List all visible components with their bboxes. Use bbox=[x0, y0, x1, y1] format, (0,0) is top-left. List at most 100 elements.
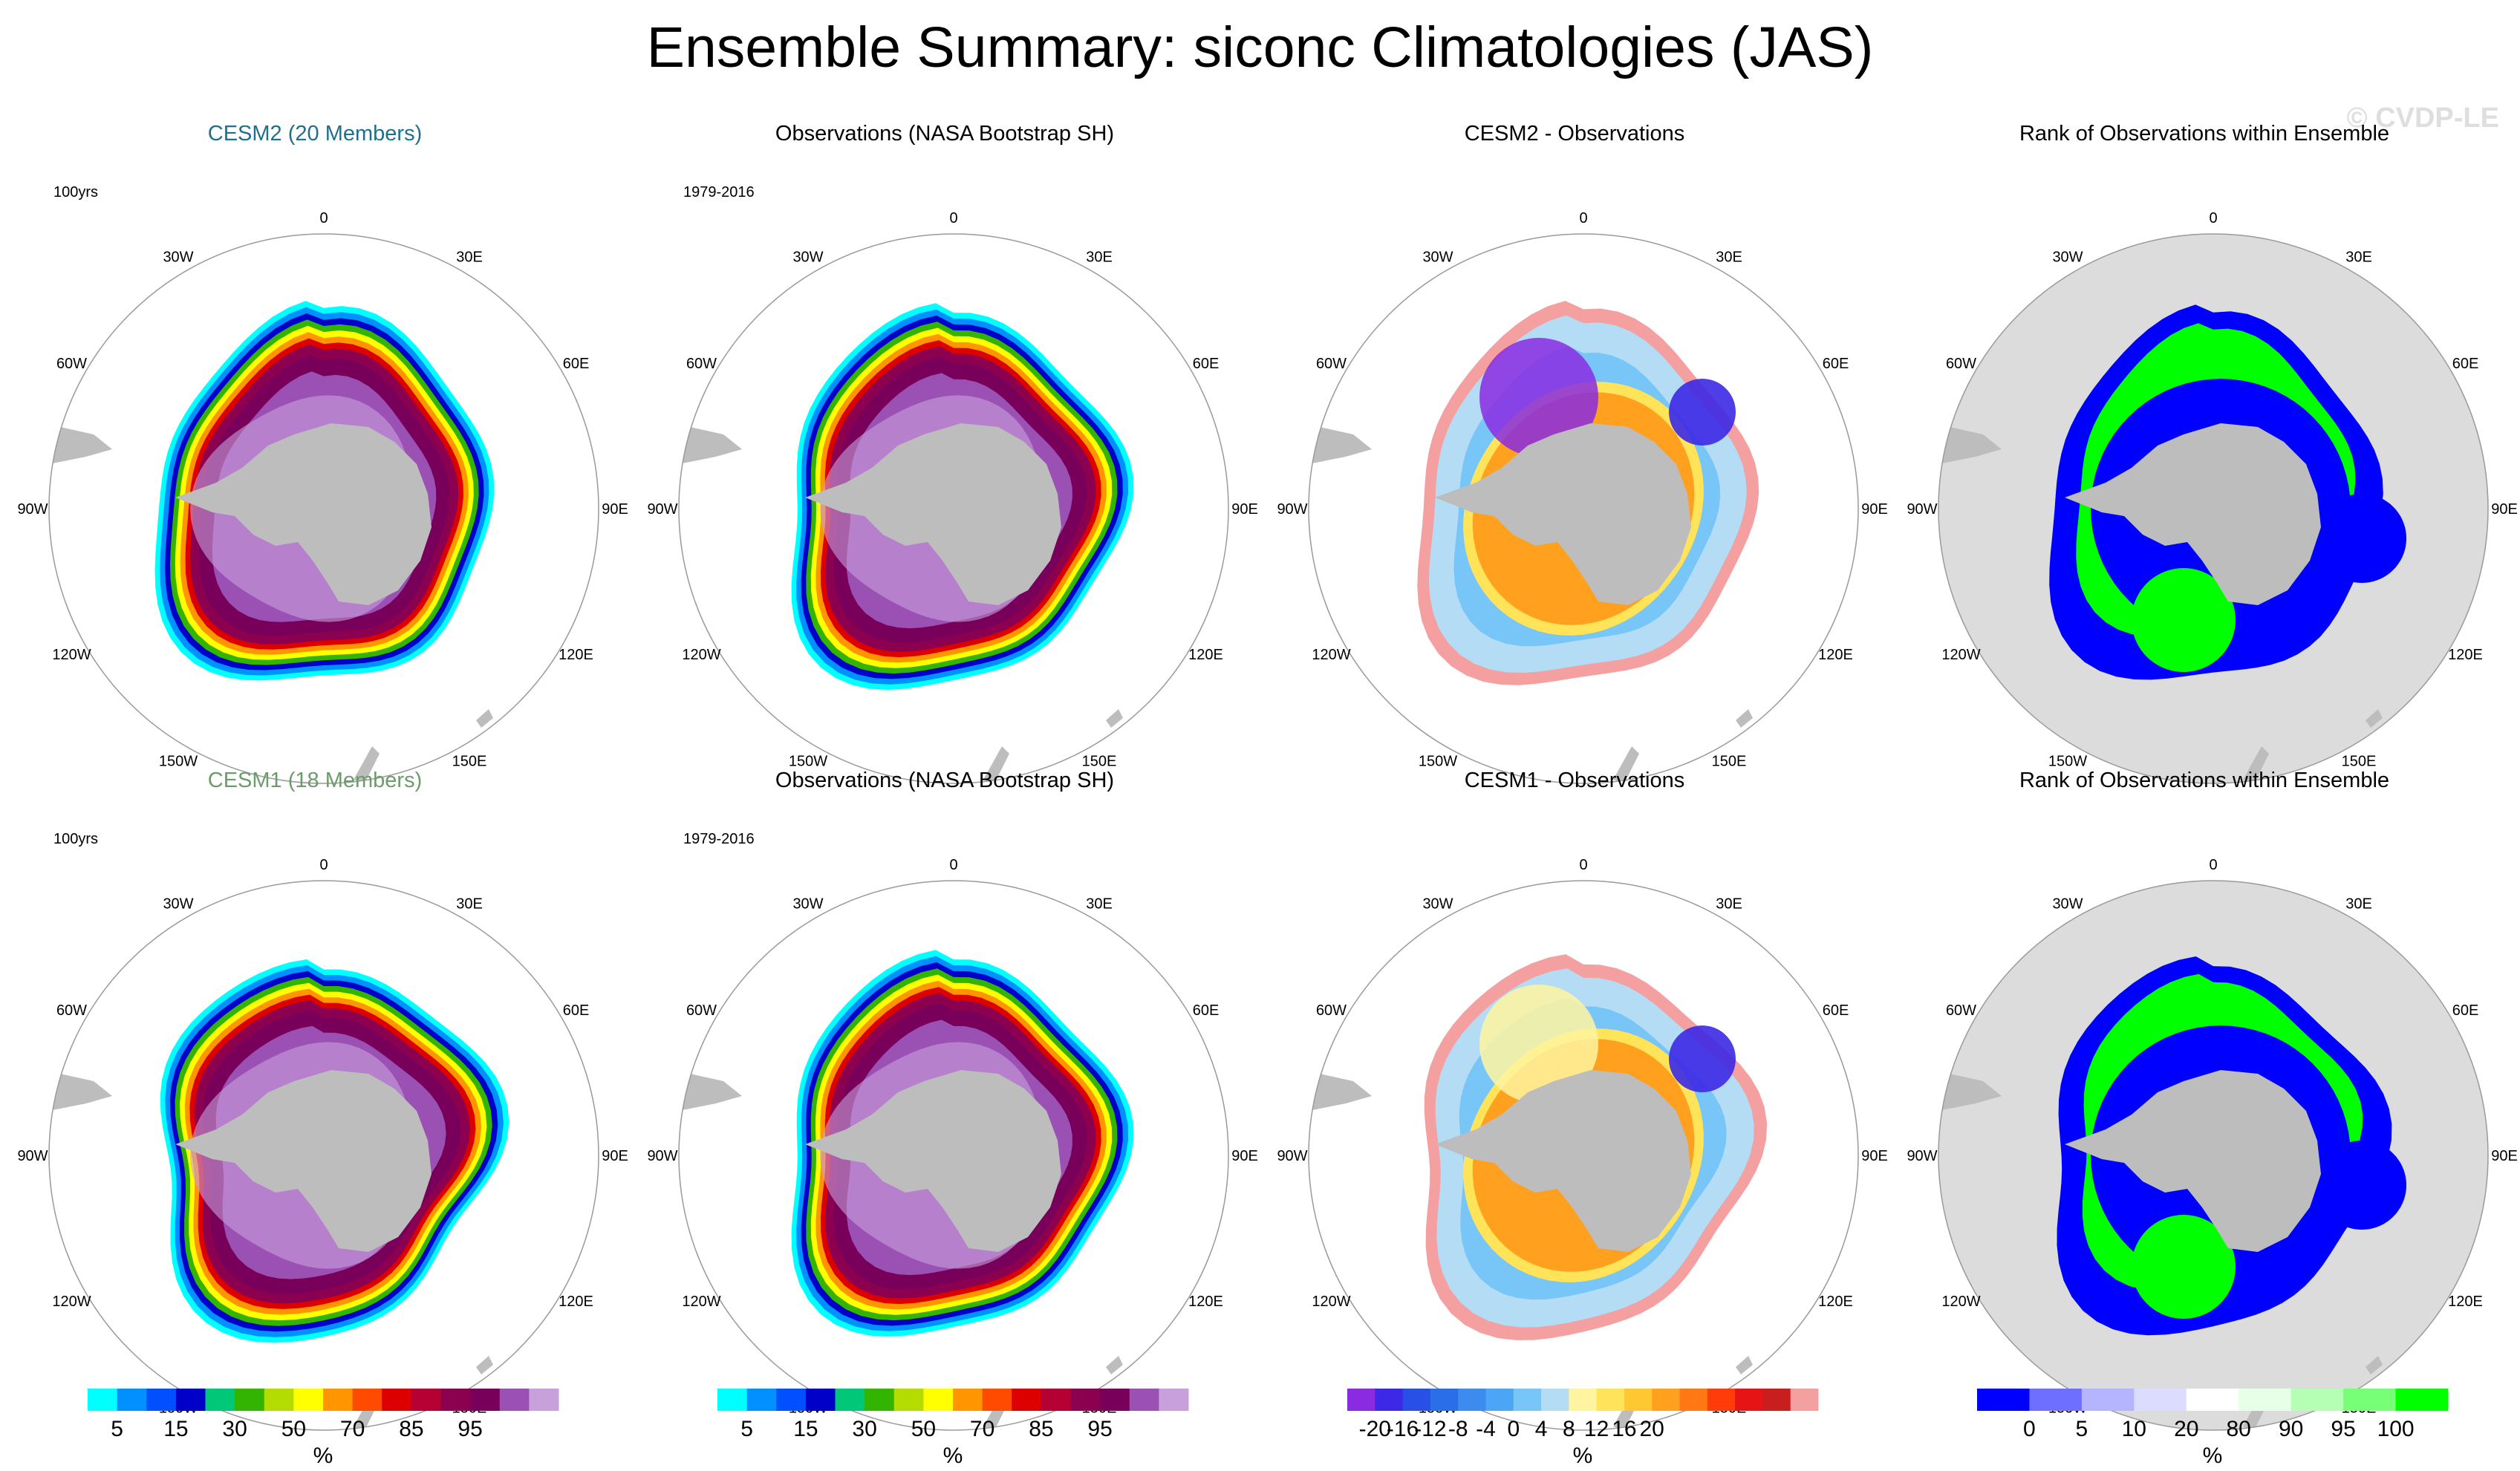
panel-title: CESM2 - Observations bbox=[1464, 122, 1685, 146]
longitude-label: 120W bbox=[52, 647, 91, 663]
colorbar-unit: % bbox=[2203, 1444, 2223, 1468]
map-boundary bbox=[1308, 233, 1859, 784]
period-label: 1979-2016 bbox=[683, 831, 755, 847]
longitude-label: 150W bbox=[789, 754, 827, 770]
panel-rank-cesm2: Rank of Observations within Ensemble 0 30… bbox=[1889, 119, 2519, 787]
colorbar-tick-label: 0 bbox=[1507, 1417, 1520, 1441]
colorbar-tick-label: -12 bbox=[1414, 1417, 1446, 1441]
longitude-label: 150E bbox=[452, 754, 487, 770]
longitude-label: 0 bbox=[319, 857, 328, 873]
longitude-label: 90E bbox=[2491, 501, 2518, 518]
colorbar-swatch bbox=[1458, 1389, 1486, 1411]
polar-map: 030E60E90E120E150E180150W120W90W60W30W bbox=[17, 857, 628, 1431]
colorbar-swatch bbox=[440, 1389, 471, 1411]
longitude-label: 120E bbox=[559, 1294, 593, 1310]
colorbar-swatch bbox=[1735, 1389, 1763, 1411]
longitude-label: 120E bbox=[2448, 1294, 2483, 1310]
panel-cesm2-minus-obs: CESM2 - Observations 0 30E 60E 90E 120E 150E 1… bbox=[1260, 119, 1889, 787]
longitude-label: 30W bbox=[792, 896, 823, 913]
longitude-label: 60E bbox=[1193, 1002, 1220, 1019]
longitude-label: 90W bbox=[647, 1148, 677, 1164]
colorbar-tick-label: 50 bbox=[911, 1417, 936, 1441]
polar-map: 030E60E90E120E150E180150W120W90W60W30W bbox=[1907, 210, 2518, 784]
longitude-label: 0 bbox=[1579, 857, 1587, 873]
colorbar-swatch bbox=[1762, 1389, 1791, 1411]
colorbar-tick-label: 4 bbox=[1535, 1417, 1548, 1441]
colorbar-swatch bbox=[205, 1389, 235, 1411]
polar-map: 030E60E90E120E150E180150W120W90W60W30W bbox=[1907, 857, 2518, 1431]
polar-map: 030E60E90E120E150E180150W120W90W60W30W bbox=[1277, 857, 1888, 1431]
longitude-label: 30W bbox=[1422, 249, 1453, 266]
longitude-label: 30E bbox=[2345, 896, 2372, 913]
longitude-label: 150E bbox=[2342, 754, 2377, 770]
longitude-label: 90E bbox=[1231, 1148, 1258, 1164]
colorbar-graphic: -20-16-12 -8 -4 0 4 8 12 16 20% bbox=[1347, 1389, 1819, 1468]
polar-map: 030E60E90E120E150E180150W120W90W60W30W bbox=[647, 857, 1258, 1431]
longitude-label: 90W bbox=[647, 501, 677, 518]
colorbar-swatch bbox=[117, 1389, 147, 1411]
longitude-label: 60E bbox=[563, 1002, 590, 1019]
colorbar-tick-label: -4 bbox=[1476, 1417, 1496, 1441]
colorbar-swatch bbox=[499, 1389, 530, 1411]
map-boundary bbox=[678, 880, 1229, 1431]
longitude-label: 90E bbox=[1861, 501, 1888, 518]
colorbar-tick-label: 12 bbox=[1584, 1417, 1609, 1441]
colorbar-swatch bbox=[146, 1389, 177, 1411]
colorbar-swatch bbox=[88, 1389, 118, 1411]
colorbar-tick-label: 85 bbox=[1029, 1417, 1053, 1441]
panel-cesm1-model: CESM1 (18 Members) 100yrs 0 30E 60E 90E 120E… bbox=[0, 766, 630, 1434]
colorbar-swatch bbox=[1624, 1389, 1653, 1411]
colorbar-tick-label: 90 bbox=[2279, 1417, 2303, 1441]
longitude-label: 60E bbox=[2452, 1002, 2479, 1019]
longitude-label: 90W bbox=[1277, 501, 1307, 518]
polar-map: 030E60E90E120E150E180150W120W90W60W30W bbox=[647, 210, 1258, 784]
colorbar-swatch bbox=[2186, 1389, 2239, 1411]
colorbar-swatch bbox=[175, 1389, 206, 1411]
colorbar-tick-label: 5 bbox=[111, 1417, 123, 1441]
colorbar-tick-label: 15 bbox=[793, 1417, 818, 1441]
map-boundary bbox=[1308, 880, 1859, 1431]
longitude-label: 90E bbox=[1231, 501, 1258, 518]
longitude-label: 90W bbox=[17, 501, 48, 518]
figure-title: Ensemble Summary: siconc Climatologies (… bbox=[646, 16, 1874, 79]
longitude-label: 120W bbox=[1312, 1294, 1350, 1310]
colorbar-swatch bbox=[1569, 1389, 1598, 1411]
watermark: © CVDP-LE bbox=[2346, 102, 2499, 134]
colorbar-tick-label: 0 bbox=[2023, 1417, 2036, 1441]
colorbar-swatch bbox=[805, 1389, 836, 1411]
colorbar-swatch bbox=[923, 1389, 954, 1411]
colorbar-swatch bbox=[1485, 1389, 1514, 1411]
colorbar-tick-label: 95 bbox=[458, 1417, 482, 1441]
longitude-label: 90W bbox=[17, 1148, 48, 1164]
longitude-label: 120E bbox=[1818, 647, 1853, 663]
colorbar-swatch bbox=[1541, 1389, 1569, 1411]
period-label: 1979-2016 bbox=[683, 184, 755, 200]
colorbar-tick-label: 100 bbox=[2377, 1417, 2415, 1441]
longitude-label: 150W bbox=[159, 754, 198, 770]
colorbar-swatch bbox=[2343, 1389, 2397, 1411]
colorbar-swatch bbox=[411, 1389, 442, 1411]
longitude-label: 30W bbox=[2052, 249, 2083, 266]
longitude-label: 30E bbox=[1716, 249, 1742, 266]
colorbar-tick-label: 5 bbox=[740, 1417, 753, 1441]
longitude-label: 150E bbox=[1712, 754, 1747, 770]
longitude-label: 60W bbox=[1946, 356, 1976, 372]
longitude-label: 30W bbox=[163, 249, 193, 266]
colorbar-swatch bbox=[1790, 1389, 1819, 1411]
colorbar-tick-label: 15 bbox=[163, 1417, 188, 1441]
panel-cesm1-minus-obs: CESM1 - Observations 030E60E90E120E150E1… bbox=[1260, 766, 1889, 1434]
longitude-label: 90E bbox=[602, 501, 628, 518]
colorbar-unit: % bbox=[313, 1444, 333, 1468]
colorbar-swatch bbox=[1596, 1389, 1625, 1411]
polar-map: 030E60E90E120E150E180150W120W90W60W30W bbox=[17, 210, 628, 784]
longitude-label: 30W bbox=[2052, 896, 2083, 913]
panel-title: Observations (NASA Bootstrap SH) bbox=[775, 769, 1115, 792]
longitude-label: 60W bbox=[1316, 356, 1347, 372]
longitude-label: 0 bbox=[319, 210, 328, 226]
colorbar-swatch bbox=[2395, 1389, 2449, 1411]
map-boundary bbox=[678, 233, 1229, 784]
colorbar-tick-label: 80 bbox=[2227, 1417, 2251, 1441]
colorbar-swatch bbox=[470, 1389, 501, 1411]
colorbar-swatch bbox=[953, 1389, 983, 1411]
map-boundary bbox=[1938, 233, 2489, 784]
